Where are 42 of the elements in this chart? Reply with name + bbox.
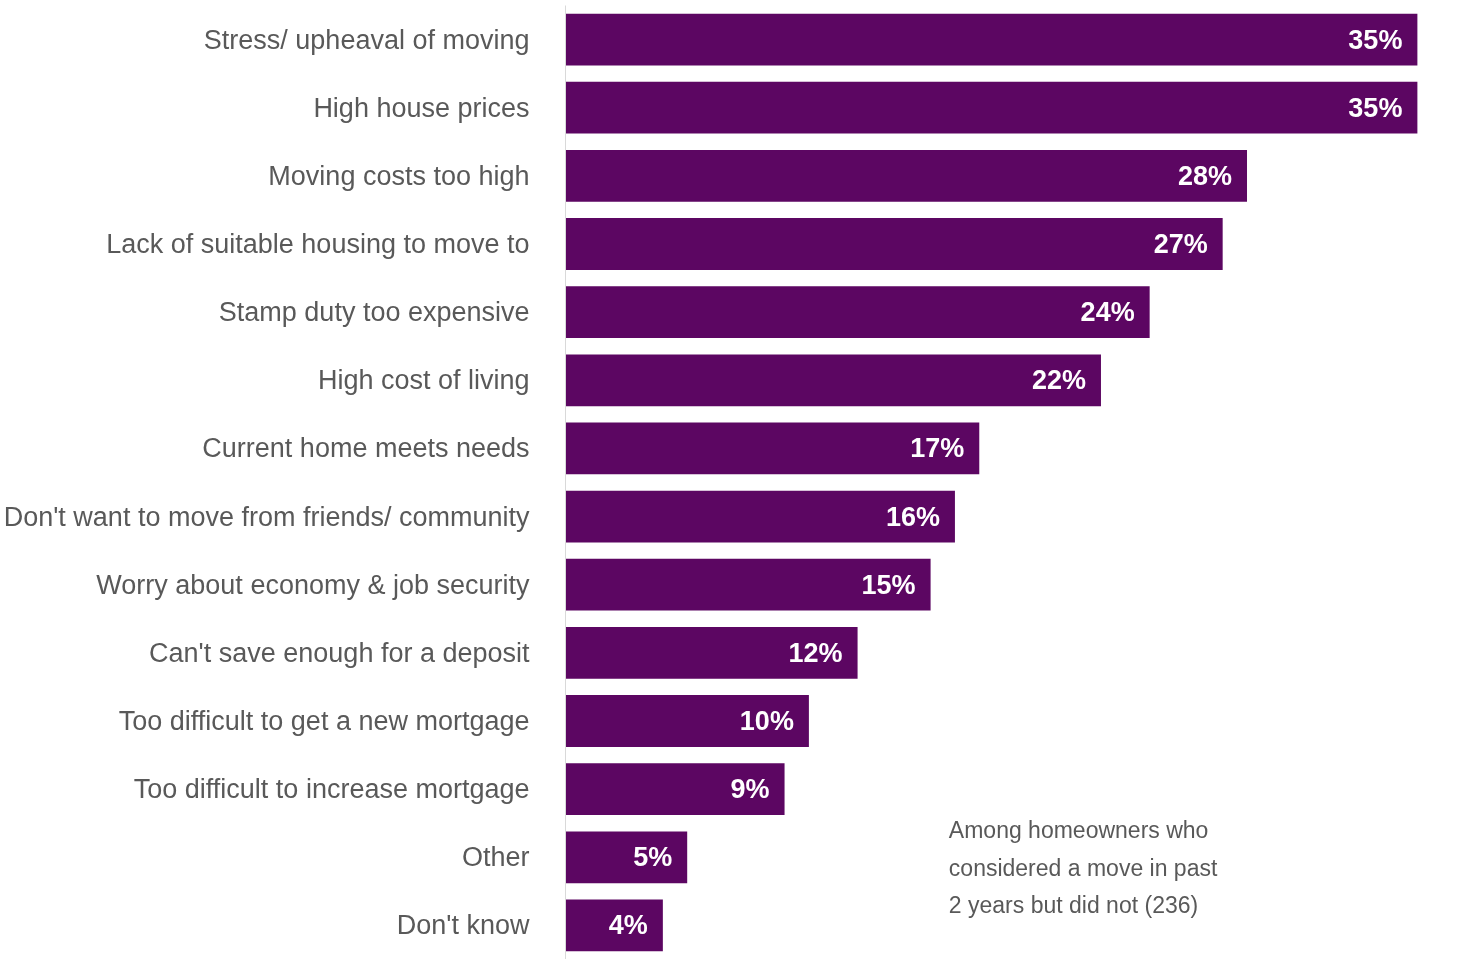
bar: [565, 13, 1418, 66]
y-tick-label: Current home meets needs: [202, 433, 530, 464]
bar: [565, 81, 1418, 134]
bar: [565, 558, 931, 611]
y-tick-label: Don't know: [396, 910, 530, 941]
y-tick-label: High house prices: [313, 92, 530, 123]
data-label: 16%: [885, 501, 940, 532]
data-label: 12%: [788, 637, 843, 668]
y-tick-label: Other: [461, 842, 530, 873]
annotation: Among homeowners who considered a move in past 2 years but did not (236): [948, 817, 1218, 918]
data-label: 15%: [861, 569, 916, 600]
data-label: 9%: [730, 774, 770, 805]
bar: [565, 218, 1223, 270]
y-tick-label: Worry about economy & job security: [96, 569, 530, 600]
y-tick-label: Too difficult to get a new mortgage: [118, 706, 530, 736]
bar: [565, 422, 980, 475]
y-tick-label: Moving costs too high: [268, 160, 530, 191]
data-label: 4%: [608, 910, 648, 941]
bar: [565, 626, 858, 679]
bar: [565, 695, 809, 747]
data-label: 35%: [1348, 92, 1403, 123]
y-tick-label: Can't save enough for a deposit: [149, 637, 530, 668]
y-tick-label: Stamp duty too expensive: [218, 297, 530, 328]
y-tick-label: Lack of suitable housing to move to: [106, 229, 530, 259]
bar: [565, 490, 955, 543]
bar: [565, 149, 1248, 202]
data-label: 22%: [1031, 365, 1086, 396]
bar: [565, 354, 1101, 407]
bar: [565, 831, 688, 884]
data-label: 24%: [1080, 297, 1135, 328]
data-label: 35%: [1348, 24, 1403, 55]
data-label: 5%: [633, 842, 673, 873]
y-tick-label: Don't want to move from friends/ community: [3, 501, 530, 532]
bar: [565, 286, 1150, 339]
y-tick-label: Stress/ upheaval of moving: [203, 24, 530, 55]
bar: [565, 763, 785, 816]
y-tick-label: Too difficult to increase mortgage: [133, 774, 530, 805]
data-label: 27%: [1153, 229, 1208, 259]
y-tick-label: High cost of living: [317, 365, 530, 396]
data-label: 17%: [910, 433, 965, 464]
data-label: 28%: [1177, 160, 1233, 191]
data-label: 10%: [739, 706, 794, 736]
